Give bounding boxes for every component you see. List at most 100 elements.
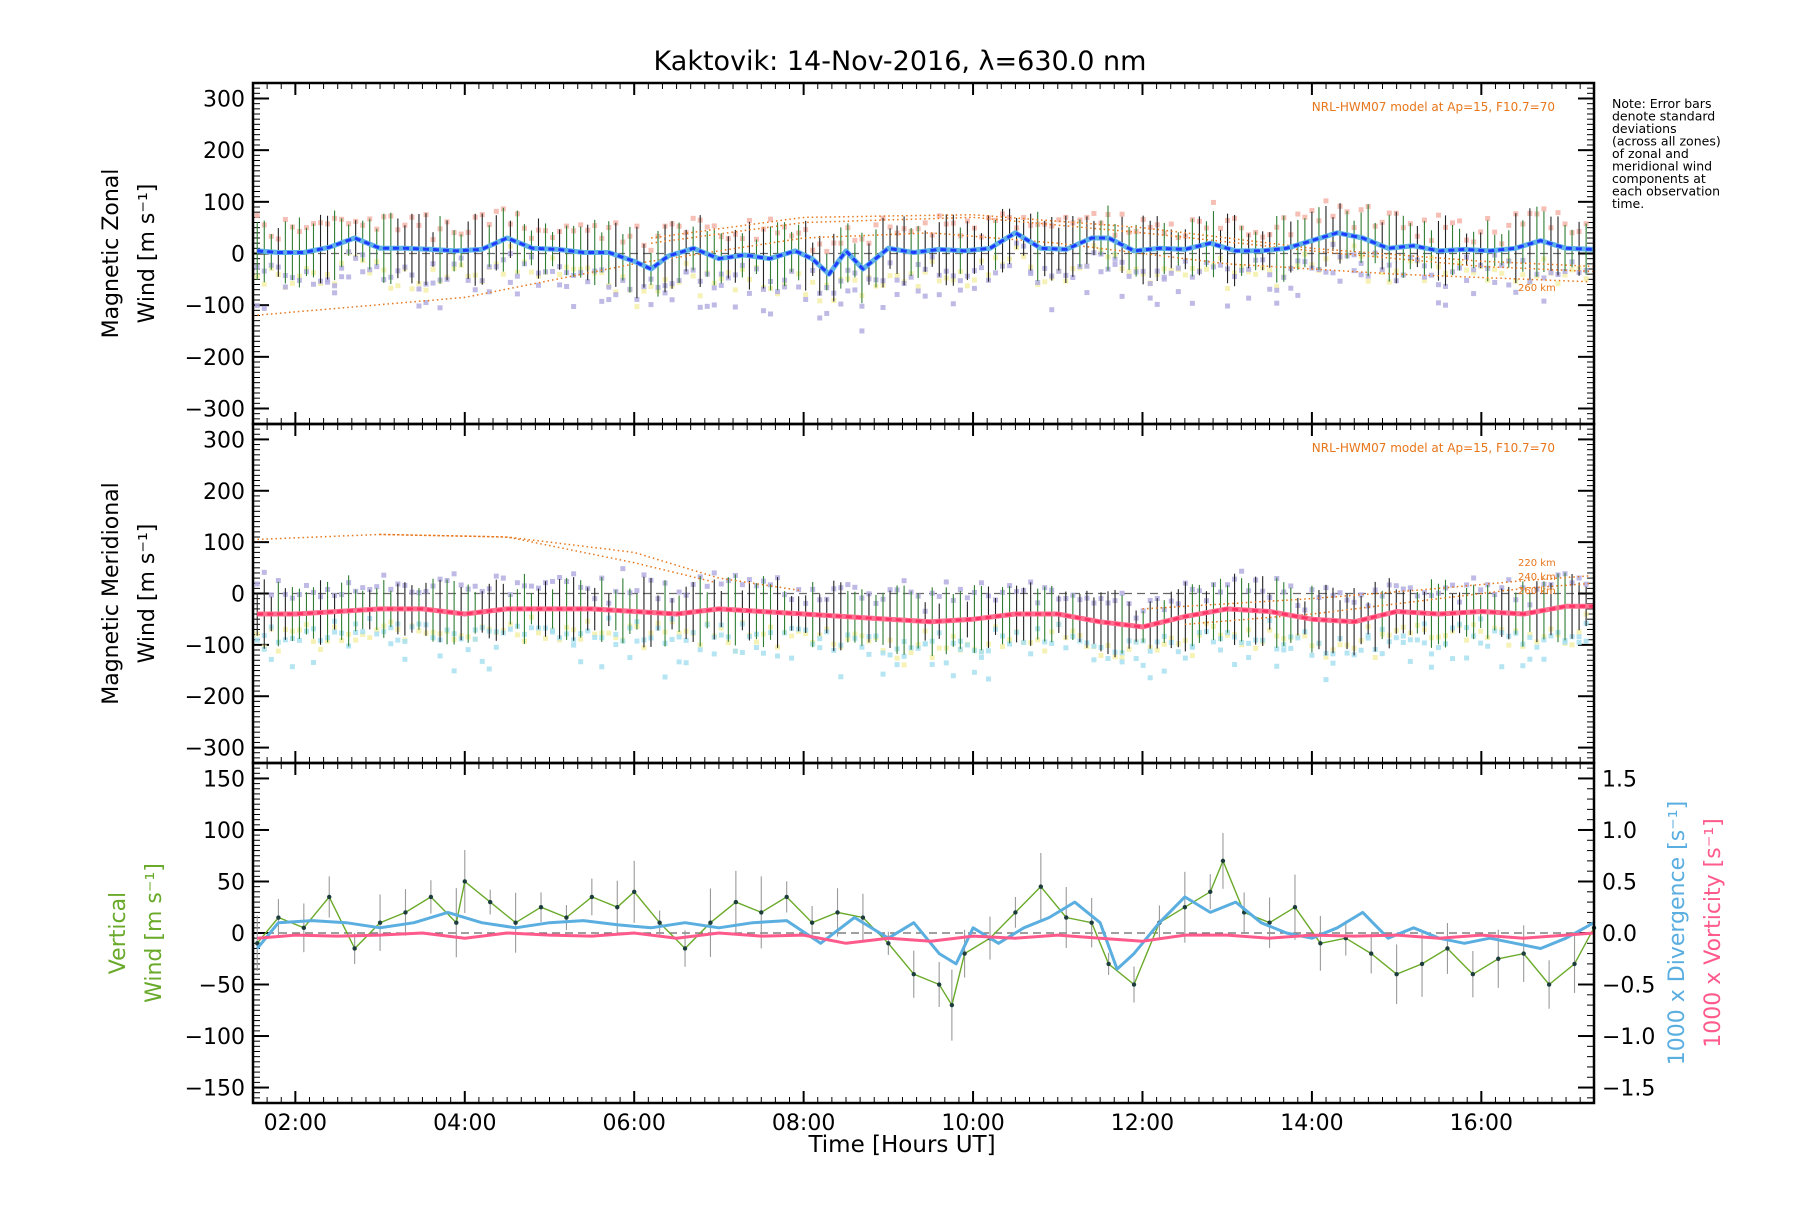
zone-marker <box>367 587 373 593</box>
zone-marker <box>332 629 338 635</box>
zone-marker <box>289 664 295 670</box>
zone-marker <box>346 274 352 280</box>
y-tick-label: 300 <box>203 88 245 113</box>
zone-marker <box>1218 225 1224 231</box>
zone-marker <box>592 634 598 640</box>
vertical-wind-point <box>860 915 866 920</box>
y-axis-label: Wind [m s⁻¹] <box>135 524 160 664</box>
y-tick-label: 100 <box>203 531 245 556</box>
zone-marker <box>1049 640 1055 646</box>
zone-marker <box>1450 220 1456 226</box>
zone-marker <box>1358 647 1364 653</box>
zone-marker <box>1555 281 1561 287</box>
zone-marker <box>964 283 970 289</box>
zone-marker <box>648 247 654 253</box>
zone-marker <box>1274 663 1280 669</box>
zone-marker <box>957 646 963 652</box>
zone-marker <box>739 649 745 655</box>
zone-marker <box>1112 261 1118 267</box>
vertical-wind-point <box>454 920 459 925</box>
zone-marker <box>1140 608 1146 614</box>
y-axis-label: Wind [m s⁻¹] <box>135 184 160 324</box>
zone-marker <box>1492 628 1498 634</box>
vertical-wind-point <box>1394 972 1399 977</box>
zone-marker <box>718 625 724 631</box>
zone-marker <box>275 648 281 654</box>
x-tick-label: 02:00 <box>264 1111 327 1136</box>
zone-marker <box>1232 662 1238 668</box>
zone-marker <box>1133 656 1139 662</box>
zone-marker <box>500 575 506 581</box>
zone-marker <box>718 581 724 587</box>
vertical-wind-point <box>276 915 281 920</box>
zone-marker <box>1295 211 1301 217</box>
zone-marker <box>1239 568 1245 574</box>
zone-marker <box>634 304 640 310</box>
zone-marker <box>859 303 865 309</box>
zone-marker <box>1435 212 1441 218</box>
model-altitude-label: 260 km <box>1518 283 1556 294</box>
zone-marker <box>1492 267 1498 273</box>
zone-marker <box>1133 639 1139 645</box>
zone-marker <box>880 650 886 656</box>
zone-marker <box>620 566 626 572</box>
zone-marker <box>1126 273 1132 279</box>
x-tick-label: 14:00 <box>1280 1111 1343 1136</box>
zone-marker <box>648 284 654 290</box>
zone-marker <box>1253 271 1259 277</box>
zone-marker <box>753 236 759 242</box>
zone-marker <box>430 280 436 286</box>
zone-marker <box>901 653 907 659</box>
zone-marker <box>683 269 689 275</box>
zone-marker <box>465 647 471 653</box>
zone-marker <box>1386 279 1392 285</box>
zone-marker <box>936 593 942 599</box>
zone-marker <box>1337 278 1343 284</box>
zone-marker <box>1112 256 1118 262</box>
zone-marker <box>697 647 703 653</box>
zone-marker <box>1274 646 1280 652</box>
zone-marker <box>282 217 288 223</box>
vertical-wind-line <box>256 859 1595 1007</box>
zone-marker <box>845 582 851 588</box>
zone-marker <box>789 633 795 639</box>
panel-meridional: −300 −200 −100 0 100 200 300 Magnetic Meridiona… <box>99 423 1594 764</box>
divergence-line <box>256 895 1595 971</box>
zone-marker <box>599 664 605 670</box>
zone-marker <box>388 586 394 592</box>
zone-marker <box>1583 276 1589 282</box>
zone-marker <box>1210 639 1216 645</box>
zone-marker <box>1492 229 1498 235</box>
zone-marker <box>303 225 309 231</box>
zone-marker <box>1471 575 1477 581</box>
zone-marker <box>1168 270 1174 276</box>
zone-marker <box>592 631 598 637</box>
zone-marker <box>451 668 457 674</box>
model-curve <box>252 533 714 583</box>
zone-marker <box>310 639 316 645</box>
zone-marker <box>493 573 499 579</box>
note-line: components at <box>1612 171 1706 186</box>
zone-marker <box>1527 279 1533 285</box>
zone-marker <box>936 213 942 219</box>
zone-marker <box>557 272 563 278</box>
zone-marker <box>683 660 689 666</box>
zone-marker <box>395 637 401 643</box>
zone-marker <box>1253 645 1259 651</box>
zone-marker <box>479 658 485 664</box>
y-tick-label: −100 <box>185 634 245 659</box>
zone-marker <box>571 642 577 648</box>
zone-marker <box>978 580 984 586</box>
zone-marker <box>1548 270 1554 276</box>
vertical-wind-point <box>682 946 688 951</box>
zone-marker <box>1274 300 1280 306</box>
zone-marker <box>1288 583 1294 589</box>
zone-marker <box>901 578 907 584</box>
zone-marker <box>957 278 963 284</box>
vertical-wind-point <box>589 894 595 900</box>
zone-marker <box>1021 215 1027 221</box>
zone-marker <box>1428 272 1434 278</box>
zone-marker <box>578 222 584 228</box>
vertical-wind-point <box>1106 961 1111 967</box>
zone-marker <box>409 286 415 292</box>
